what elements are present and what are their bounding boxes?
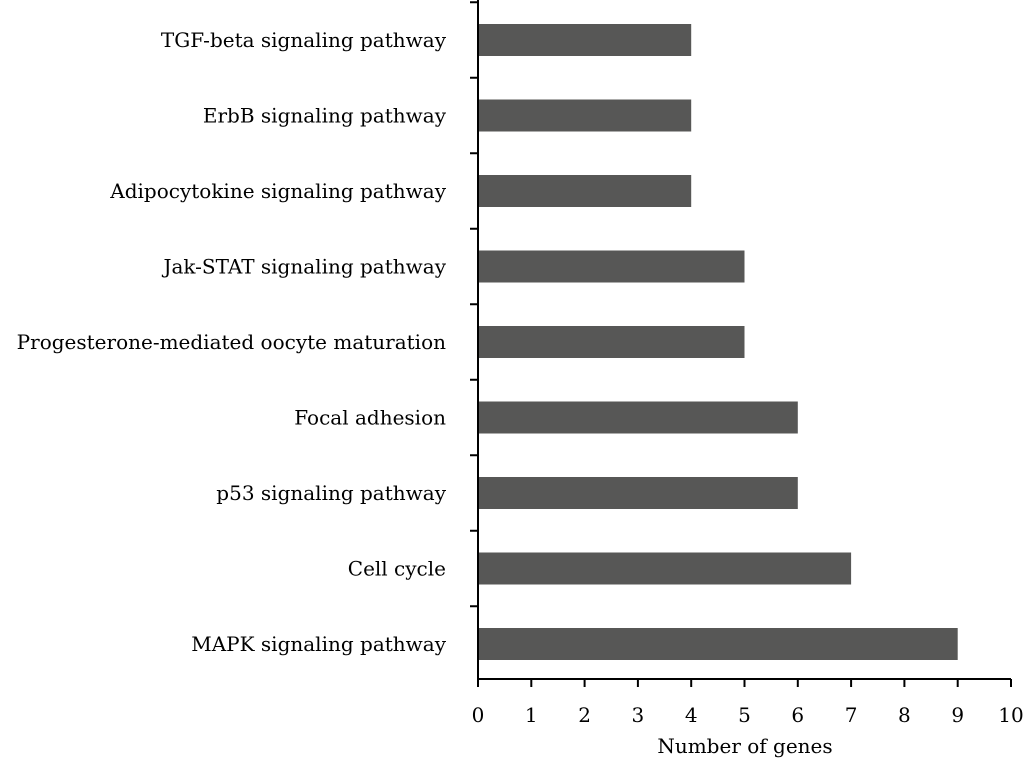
x-tick-label-6: 6 [791,703,804,727]
category-label-2: Adipocytokine signaling pathway [109,179,446,203]
x-tick-label-7: 7 [845,703,858,727]
category-labels: TGF-beta signaling pathway ErbB signaling… [17,28,447,656]
category-label-8: MAPK signaling pathway [191,632,446,656]
x-tick-label-0: 0 [472,703,485,727]
bar-0 [478,24,692,56]
category-label-1: ErbB signaling pathway [203,104,447,128]
x-tick-label-9: 9 [951,703,964,727]
x-tick-label-2: 2 [578,703,591,727]
bar-5 [478,401,798,434]
x-tick-label-10: 10 [998,703,1023,727]
x-tick-label-8: 8 [898,703,911,727]
bar-8 [478,628,958,660]
category-label-6: p53 signaling pathway [216,481,446,505]
bar-7 [478,552,852,585]
category-label-7: Cell cycle [348,557,446,581]
x-tick-label-3: 3 [632,703,645,727]
category-label-0: TGF-beta signaling pathway [161,28,447,52]
category-label-3: Jak-STAT signaling pathway [161,255,446,279]
bar-3 [478,250,745,283]
bar-2 [478,175,692,207]
ticks-layer: 0 1 2 3 4 5 6 7 8 9 10 [470,1,1024,727]
bars-layer [478,24,958,660]
category-label-5: Focal adhesion [294,406,446,430]
x-tick-label-5: 5 [738,703,751,727]
bar-4 [478,326,745,358]
category-label-4: Progesterone-mediated oocyte maturation [17,330,446,354]
x-tick-label-1: 1 [525,703,538,727]
bar-6 [478,477,798,509]
x-axis-title: Number of genes [657,734,832,758]
bar-1 [478,99,692,132]
x-tick-label-4: 4 [685,703,698,727]
